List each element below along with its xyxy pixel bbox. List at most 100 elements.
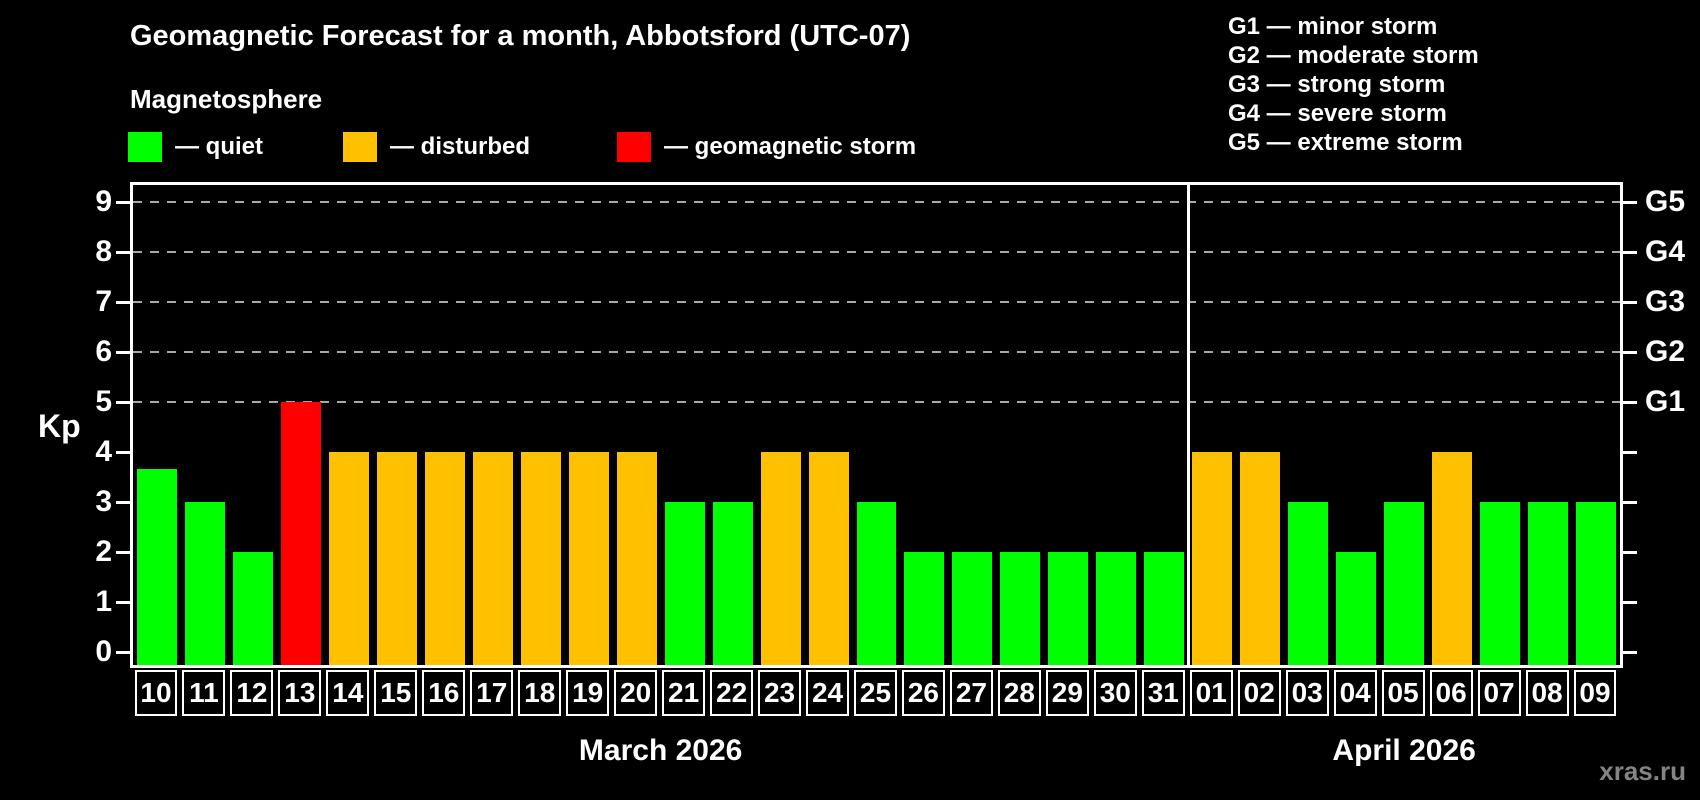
y-tick-left-4 (116, 450, 130, 454)
page-title: Geomagnetic Forecast for a month, Abbots… (130, 20, 911, 52)
kp-bar-day-02 (1240, 452, 1281, 665)
kp-bar-day-15 (376, 452, 417, 665)
legend-item-disturbed: — disturbed (343, 131, 530, 163)
gridline-kp-6 (133, 351, 1620, 353)
day-label-03: 03 (1285, 670, 1329, 716)
y-tick-right-5 (1623, 400, 1637, 404)
kp-bar-day-17 (472, 452, 513, 665)
g-legend-line-1: G1 — minor storm (1228, 13, 1438, 40)
y-tick-label-7: 7 (95, 285, 112, 318)
y-tick-label-4: 4 (95, 435, 112, 468)
subtitle: Magnetosphere (130, 84, 323, 114)
g-legend-line-3: G3 — strong storm (1228, 71, 1446, 98)
day-label-07: 07 (1477, 670, 1521, 716)
kp-bar-day-28 (1000, 552, 1041, 665)
day-label-21: 21 (662, 670, 706, 716)
kp-bar-day-27 (952, 552, 993, 665)
gridline-kp-9 (133, 201, 1620, 203)
month-separator (1186, 185, 1190, 665)
gridline-kp-8 (133, 251, 1620, 253)
y-tick-label-2: 2 (95, 535, 112, 568)
kp-bar-day-12 (232, 552, 273, 665)
y-tick-label-0: 0 (95, 635, 112, 668)
day-label-23: 23 (758, 670, 802, 716)
kp-bar-day-16 (424, 452, 465, 665)
y-tick-right-2 (1623, 550, 1637, 554)
g-legend-line-5: G5 — extreme storm (1228, 129, 1463, 156)
y-tick-label-8: 8 (95, 235, 112, 268)
y-tick-left-5 (116, 400, 130, 404)
kp-bar-day-19 (568, 452, 609, 665)
y-tick-right-4 (1623, 450, 1637, 454)
day-label-24: 24 (806, 670, 849, 716)
day-label-29: 29 (1045, 670, 1089, 716)
day-label-01: 01 (1189, 670, 1233, 716)
day-label-28: 28 (997, 670, 1041, 716)
day-label-02: 02 (1237, 670, 1281, 716)
kp-bar-day-31 (1144, 552, 1185, 665)
y-tick-right-8 (1623, 250, 1637, 254)
legend-item-quiet: — quiet (128, 131, 263, 163)
y-tick-label-6: 6 (95, 335, 112, 368)
day-label-19: 19 (566, 670, 610, 716)
legend-label-disturbed: — disturbed (390, 133, 531, 160)
day-label-30: 30 (1093, 670, 1137, 716)
day-label-04: 04 (1333, 670, 1377, 716)
kp-bar-day-10 (137, 468, 177, 665)
g-axis-label-G4: G4 (1645, 235, 1686, 268)
kp-bar-day-26 (904, 552, 945, 665)
kp-bar-day-29 (1048, 552, 1089, 665)
day-label-08: 08 (1525, 670, 1569, 716)
day-label-15: 15 (374, 670, 418, 716)
kp-bar-day-06 (1432, 452, 1473, 665)
kp-bar-day-03 (1288, 502, 1329, 665)
kp-bar-day-11 (184, 502, 225, 665)
g-legend-line-4: G4 — severe storm (1228, 100, 1447, 127)
y-tick-label-9: 9 (95, 185, 112, 218)
y-tick-label-5: 5 (95, 385, 112, 418)
y-tick-left-1 (116, 600, 130, 604)
gridline-kp-7 (133, 301, 1620, 303)
disturbed-color-swatch (343, 132, 377, 162)
y-tick-right-9 (1623, 200, 1637, 204)
plot-area (130, 182, 1623, 668)
kp-bar-day-05 (1384, 502, 1425, 665)
kp-bar-day-14 (328, 452, 369, 665)
day-label-27: 27 (949, 670, 993, 716)
day-label-31: 31 (1141, 670, 1185, 716)
plot-inner (133, 185, 1620, 665)
month-label: April 2026 (1332, 734, 1476, 767)
g-axis-label-G3: G3 (1645, 285, 1686, 318)
quiet-color-swatch (128, 132, 162, 162)
kp-bar-day-25 (856, 502, 897, 665)
day-label-14: 14 (326, 670, 370, 716)
y-tick-left-8 (116, 250, 130, 254)
kp-bar-day-08 (1528, 502, 1569, 665)
day-label-12: 12 (230, 670, 274, 716)
day-label-09: 09 (1573, 670, 1617, 716)
legend-label-storm: — geomagnetic storm (664, 133, 917, 160)
y-tick-label-3: 3 (95, 485, 112, 518)
g-axis-label-G1: G1 (1645, 385, 1686, 418)
y-tick-right-7 (1623, 300, 1637, 304)
watermark: xras.ru (1599, 756, 1686, 786)
day-label-10: 10 (134, 670, 178, 716)
y-tick-right-1 (1623, 600, 1637, 604)
kp-bar-day-24 (808, 452, 849, 665)
day-label-17: 17 (470, 670, 514, 716)
kp-bar-day-22 (712, 502, 753, 665)
month-label: March 2026 (578, 734, 743, 767)
day-label-06: 06 (1429, 670, 1473, 716)
g-scale-legend: G1 — minor storm G2 — moderate storm G3 — … (1228, 12, 1479, 157)
day-label-13: 13 (278, 670, 322, 716)
y-tick-left-9 (116, 200, 130, 204)
y-tick-right-3 (1623, 500, 1637, 504)
day-label-11: 11 (182, 670, 226, 716)
kp-bar-day-09 (1576, 502, 1616, 665)
kp-bar-day-18 (520, 452, 561, 665)
storm-color-swatch (617, 132, 651, 162)
y-tick-left-2 (116, 550, 130, 554)
y-tick-left-6 (116, 350, 130, 354)
y-tick-left-0 (116, 650, 130, 654)
gridline-kp-5 (133, 401, 1620, 403)
